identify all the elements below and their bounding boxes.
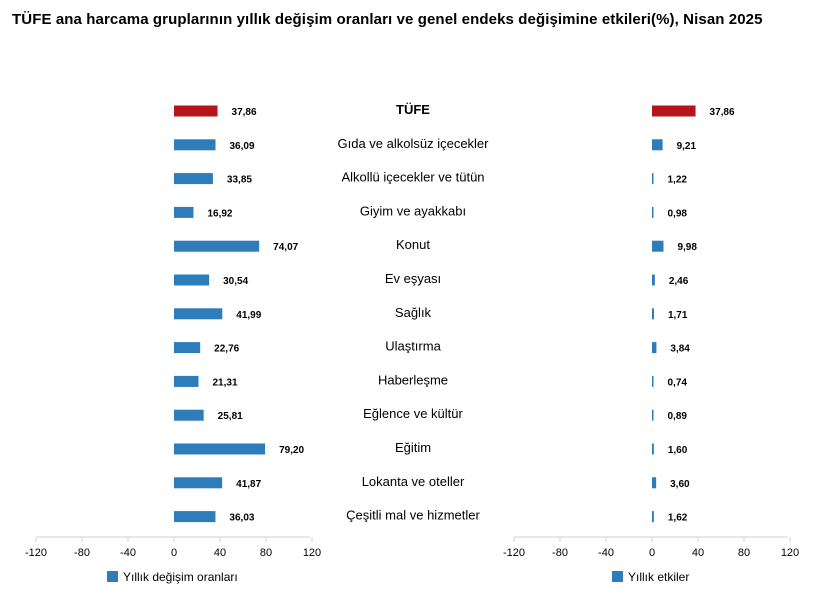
right-bar <box>652 477 657 489</box>
right-bar <box>652 511 654 523</box>
left-bar <box>174 342 201 354</box>
right-bar <box>652 206 654 218</box>
right-data-label: 9,21 <box>677 141 697 152</box>
left-x-tick-label: 80 <box>260 547 272 559</box>
right-bar <box>652 274 655 286</box>
left-bar <box>174 375 199 387</box>
left-bar <box>174 139 216 151</box>
right-bar <box>652 308 654 320</box>
category-label: Gıda ve alkolsüz içecekler <box>337 136 489 151</box>
category-label: Konut <box>396 237 430 252</box>
left-x-tick-label: 120 <box>303 547 321 559</box>
category-label: Ulaştırma <box>385 339 441 354</box>
left-x-tick-label: 0 <box>171 547 177 559</box>
category-label: Eğitim <box>395 440 431 455</box>
left-x-tick-label: -40 <box>120 547 136 559</box>
right-bar <box>652 139 663 151</box>
right-data-label: 0,89 <box>668 411 688 422</box>
right-x-tick-label: 120 <box>781 547 799 559</box>
left-bar <box>174 105 218 117</box>
right-data-label: 2,46 <box>669 276 689 287</box>
category-label: Eğlence ve kültür <box>363 406 463 421</box>
left-data-label: 37,86 <box>232 107 257 118</box>
category-label: Lokanta ve oteller <box>362 474 465 489</box>
right-data-label: 9,98 <box>677 242 697 253</box>
right-data-label: 3,84 <box>670 344 690 355</box>
left-data-label: 25,81 <box>218 411 243 422</box>
left-data-label: 16,92 <box>207 208 232 219</box>
category-label: Alkollü içecekler ve tütün <box>341 170 484 185</box>
left-data-label: 41,87 <box>236 479 261 490</box>
right-data-label: 37,86 <box>710 107 735 118</box>
right-x-tick-label: 80 <box>738 547 750 559</box>
left-legend-label: Yıllık değişim oranları <box>123 570 238 584</box>
left-data-label: 74,07 <box>273 242 298 253</box>
category-label: Haberleşme <box>378 372 448 387</box>
left-bar <box>174 511 216 523</box>
left-bar <box>174 443 266 455</box>
right-legend-swatch <box>612 571 623 582</box>
right-x-tick-label: -80 <box>552 547 568 559</box>
left-x-tick-label: 40 <box>214 547 226 559</box>
left-bar <box>174 173 213 185</box>
right-data-label: 1,71 <box>668 310 688 321</box>
left-data-label: 30,54 <box>223 276 248 287</box>
left-legend-swatch <box>107 571 118 582</box>
right-data-label: 1,62 <box>668 513 688 524</box>
right-x-tick-label: 0 <box>649 547 655 559</box>
left-data-label: 41,99 <box>236 310 261 321</box>
category-label: Giyim ve ayakkabı <box>360 203 466 218</box>
right-bar <box>652 443 654 455</box>
right-x-tick-label: -40 <box>598 547 614 559</box>
left-x-tick-label: -120 <box>25 547 47 559</box>
left-bar <box>174 240 260 252</box>
left-bar <box>174 409 204 421</box>
left-data-label: 36,09 <box>230 141 255 152</box>
right-bar <box>652 342 657 354</box>
right-data-label: 1,22 <box>668 175 688 186</box>
right-x-tick-label: 40 <box>692 547 704 559</box>
chart-title: TÜFE ana harcama gruplarının yıllık deği… <box>12 11 763 28</box>
left-data-label: 21,31 <box>213 377 238 388</box>
left-x-tick-label: -80 <box>74 547 90 559</box>
right-data-label: 3,60 <box>670 479 690 490</box>
category-label: Sağlık <box>395 305 432 320</box>
right-data-label: 1,60 <box>668 445 688 456</box>
right-bar <box>652 105 696 117</box>
left-data-label: 33,85 <box>227 175 252 186</box>
category-label: Ev eşyası <box>385 271 441 286</box>
left-data-label: 36,03 <box>229 513 254 524</box>
category-label: TÜFE <box>396 102 430 117</box>
right-bar <box>652 375 654 387</box>
category-label: Çeşitli mal ve hizmetler <box>346 508 480 523</box>
left-bar <box>174 206 194 218</box>
right-bar <box>652 409 654 421</box>
right-legend-label: Yıllık etkiler <box>628 570 689 584</box>
left-bar <box>174 274 210 286</box>
right-bar <box>652 240 664 252</box>
left-bar <box>174 308 223 320</box>
right-x-tick-label: -120 <box>503 547 525 559</box>
left-bar <box>174 477 223 489</box>
left-data-label: 22,76 <box>214 344 239 355</box>
left-data-label: 79,20 <box>279 445 304 456</box>
right-data-label: 0,74 <box>668 377 688 388</box>
right-bar <box>652 173 654 185</box>
right-data-label: 0,98 <box>668 208 688 219</box>
